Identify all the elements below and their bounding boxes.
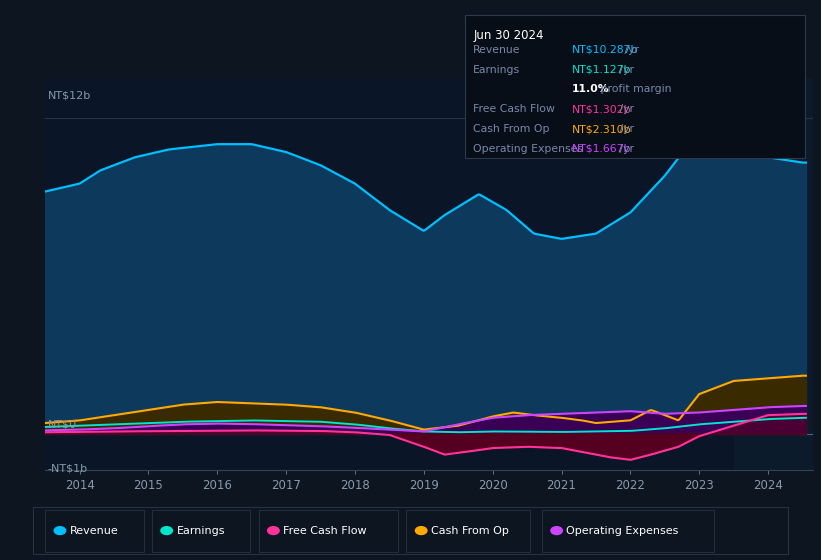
Text: Cash From Op: Cash From Op [473,124,550,134]
Text: NT$1.302b: NT$1.302b [571,104,631,114]
Text: Operating Expenses: Operating Expenses [566,526,679,535]
Text: Operating Expenses: Operating Expenses [473,144,583,154]
Text: profit margin: profit margin [597,85,672,95]
Text: /yr: /yr [621,45,639,55]
Text: Earnings: Earnings [473,64,521,74]
Text: /yr: /yr [617,104,635,114]
Text: Free Cash Flow: Free Cash Flow [283,526,367,535]
Text: NT$0: NT$0 [48,419,76,430]
Text: 11.0%: 11.0% [571,85,609,95]
Text: /yr: /yr [617,144,635,154]
Text: NT$2.310b: NT$2.310b [571,124,631,134]
Text: Free Cash Flow: Free Cash Flow [473,104,555,114]
Text: Earnings: Earnings [177,526,225,535]
Text: Jun 30 2024: Jun 30 2024 [473,29,544,42]
Text: -NT$1b: -NT$1b [48,464,88,474]
Text: Cash From Op: Cash From Op [431,526,509,535]
Text: Revenue: Revenue [473,45,521,55]
Bar [734,78,813,470]
Text: Revenue: Revenue [70,526,118,535]
Text: NT$1.127b: NT$1.127b [571,64,631,74]
Text: NT$12b: NT$12b [48,90,90,100]
Text: /yr: /yr [617,124,635,134]
Text: NT$10.287b: NT$10.287b [571,45,638,55]
Text: /yr: /yr [617,64,635,74]
Text: NT$1.667b: NT$1.667b [571,144,631,154]
